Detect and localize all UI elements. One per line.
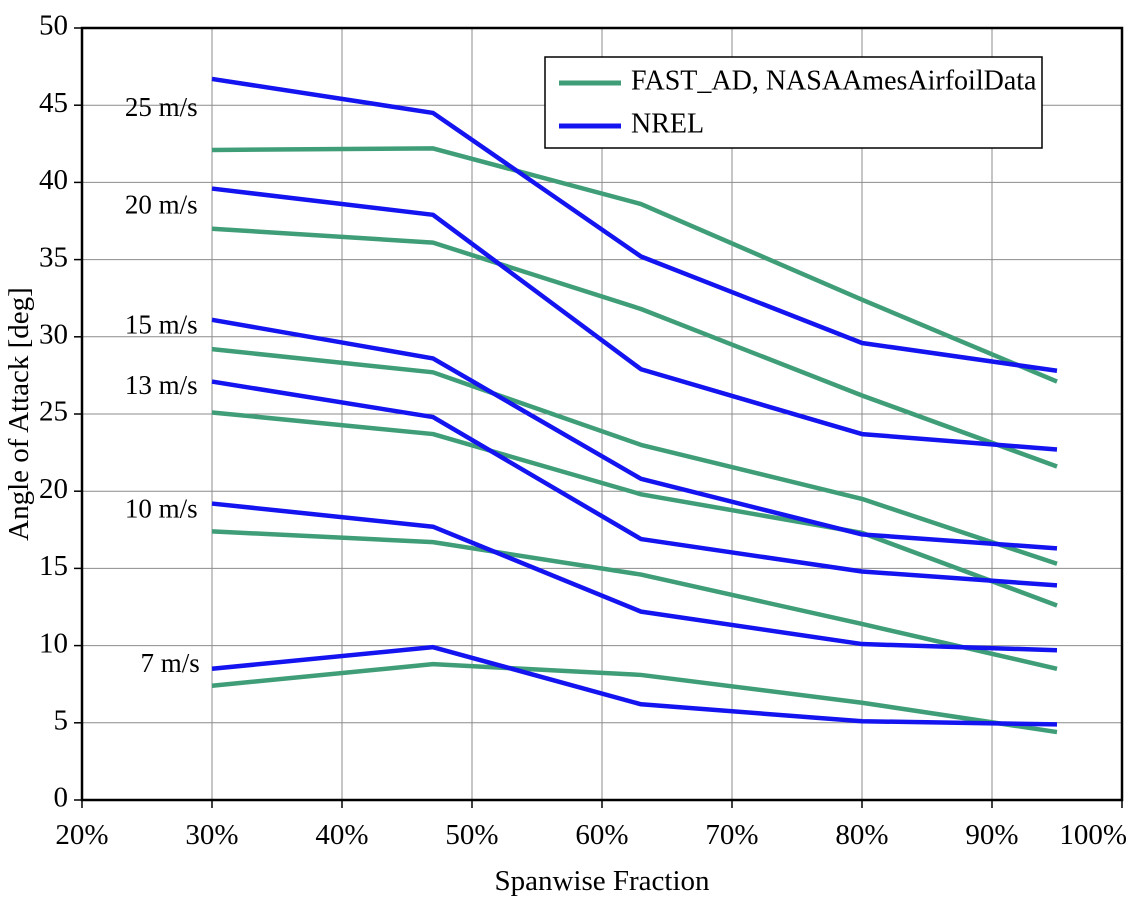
y-tick-label: 45	[39, 87, 68, 119]
series-line-nrel-20-m-s	[211, 186, 1058, 452]
series-line-fast-ad-25-m-s	[211, 146, 1058, 384]
x-tick-label: 40%	[315, 819, 368, 851]
speed-label: 13 m/s	[125, 370, 198, 400]
x-tick-labels: 20% 30% 40% 50% 60% 70% 80% 90% 100%	[55, 819, 1127, 851]
series-line-nrel-15-m-s	[211, 317, 1058, 551]
y-tick-label: 35	[39, 241, 68, 273]
speed-label: 25 m/s	[125, 92, 198, 122]
y-tick-label: 15	[39, 550, 68, 582]
y-tick-label: 40	[39, 164, 68, 196]
x-tick-label: 50%	[445, 819, 498, 851]
y-tick-label: 50	[39, 10, 68, 42]
series-line-nrel-13-m-s	[211, 379, 1058, 588]
x-tick-label: 70%	[705, 819, 758, 851]
y-tick-label: 30	[39, 318, 68, 350]
speed-label: 7 m/s	[141, 648, 200, 678]
x-axis-title: Spanwise Fraction	[494, 865, 710, 897]
x-tick-label: 30%	[185, 819, 238, 851]
x-tick-label: 80%	[835, 819, 888, 851]
tick-marks	[74, 27, 1123, 808]
speed-labels: 25 m/s 20 m/s 15 m/s 13 m/s 10 m/s 7 m/s	[125, 92, 200, 678]
speed-label: 15 m/s	[125, 310, 198, 340]
y-tick-label: 0	[54, 782, 69, 814]
series-line-fast-ad-15-m-s	[211, 346, 1058, 566]
y-tick-label: 5	[54, 704, 69, 736]
x-tick-label: 100%	[1059, 819, 1127, 851]
series-line-fast-ad-13-m-s	[211, 410, 1058, 608]
x-tick-label: 90%	[965, 819, 1018, 851]
legend: FAST_AD, NASAAmesAirfoilData NREL	[544, 56, 1043, 149]
y-tick-label: 20	[39, 473, 68, 505]
legend-label: NREL	[631, 108, 704, 139]
y-tick-labels: 0 5 10 15 20 25 30 35 40 45 50	[39, 10, 68, 814]
y-tick-label: 10	[39, 627, 68, 659]
speed-label: 10 m/s	[125, 493, 198, 523]
series-lines	[211, 76, 1058, 735]
legend-box	[544, 56, 1043, 149]
y-axis-title: Angle of Attack [deg]	[3, 287, 35, 541]
series-line-nrel-7-m-s	[211, 644, 1058, 727]
legend-label: FAST_AD, NASAAmesAirfoilData	[631, 65, 1037, 96]
series-line-nrel-25-m-s	[211, 76, 1058, 373]
series-line-fast-ad-7-m-s	[211, 661, 1058, 735]
x-tick-label: 60%	[575, 819, 628, 851]
x-tick-label: 20%	[55, 819, 108, 851]
series-line-fast-ad-20-m-s	[211, 226, 1058, 469]
y-tick-label: 25	[39, 396, 68, 428]
speed-label: 20 m/s	[125, 189, 198, 219]
series-line-nrel-10-m-s	[211, 501, 1058, 653]
series-line-fast-ad-10-m-s	[211, 529, 1058, 671]
